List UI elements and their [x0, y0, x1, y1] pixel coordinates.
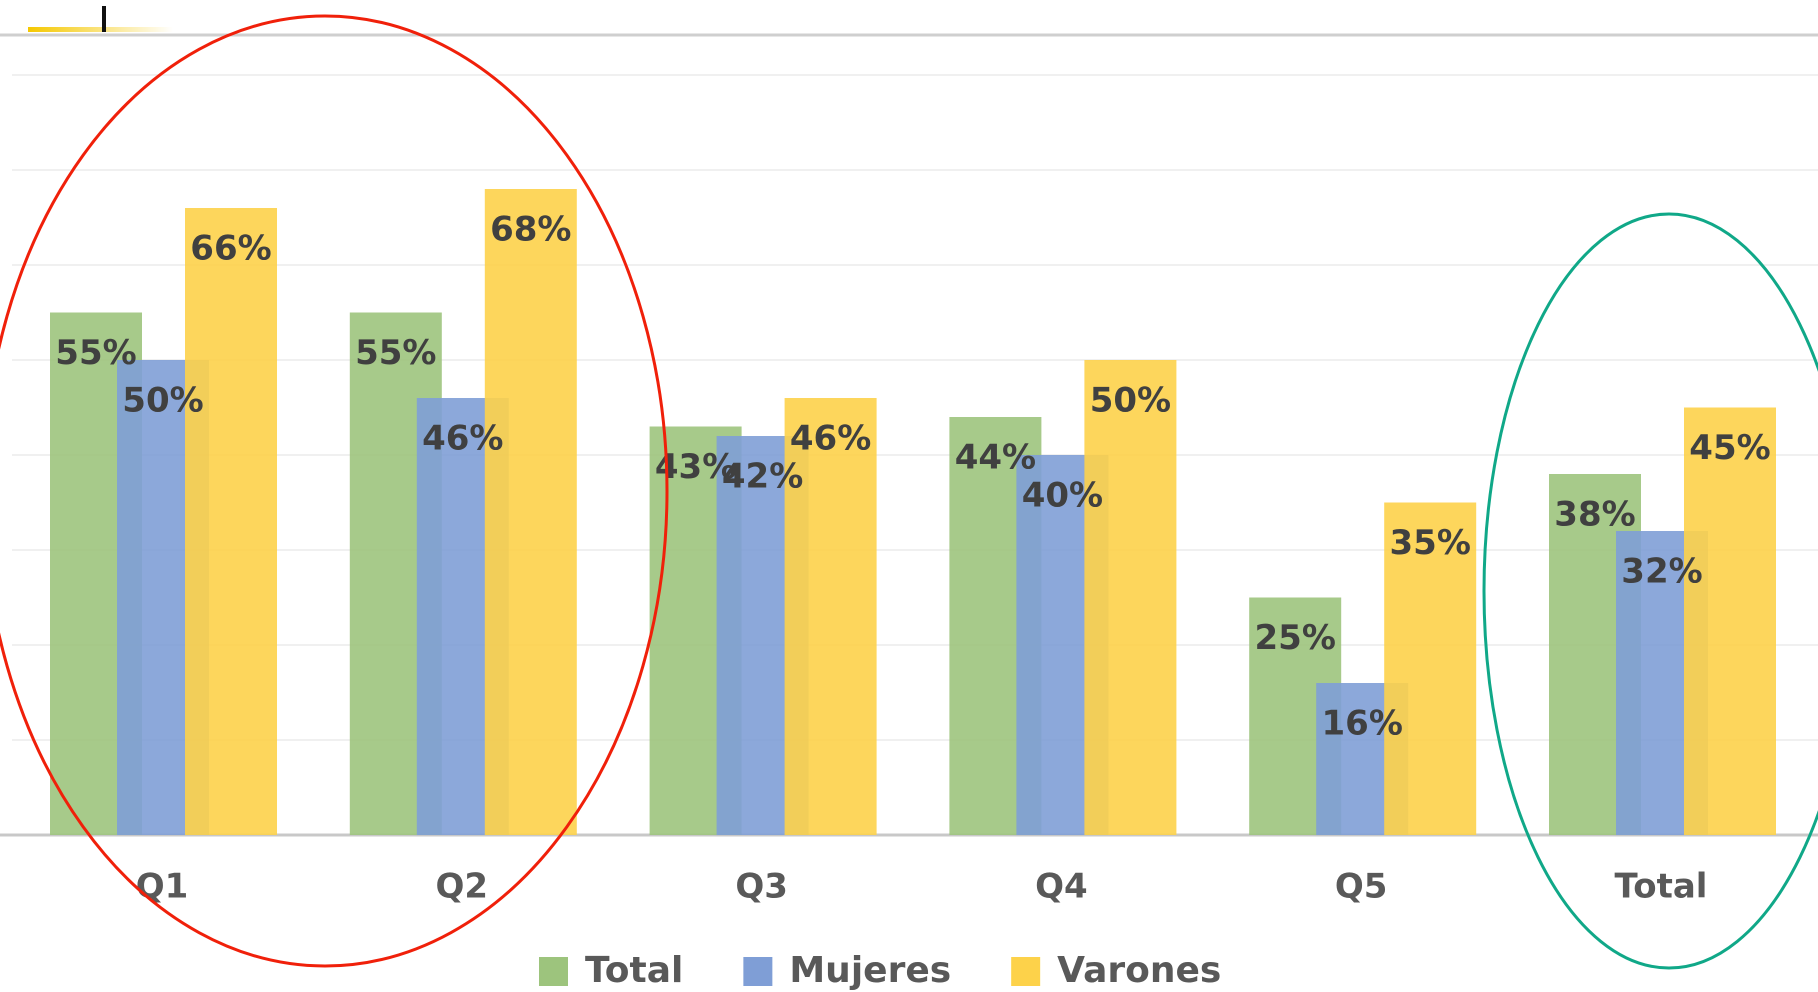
bars [50, 189, 1776, 835]
header-accent [28, 27, 173, 32]
data-label: 50% [1090, 381, 1171, 421]
data-label: 68% [490, 210, 571, 250]
legend-label: Total [585, 950, 683, 991]
data-label: 55% [355, 333, 436, 373]
data-label: 42% [722, 457, 803, 497]
highlight-ellipse [0, 14, 669, 968]
legend: Total Mujeres Varones [539, 950, 1221, 991]
grid [0, 74, 1818, 837]
data-label: 46% [422, 419, 503, 459]
data-label: 40% [1022, 476, 1103, 516]
x-tick-label: Q3 [735, 867, 788, 907]
x-tick-label: Q1 [136, 867, 189, 907]
legend-swatch [1011, 957, 1041, 986]
data-label: 55% [55, 333, 136, 373]
cursor [102, 6, 106, 32]
data-label: 32% [1621, 552, 1702, 592]
data-label: 66% [190, 229, 271, 269]
x-tick-label: Q5 [1335, 867, 1388, 907]
data-label: 46% [790, 419, 871, 459]
data-label: 43% [655, 447, 736, 487]
bar [1684, 407, 1776, 835]
legend-label: Mujeres [789, 950, 951, 991]
x-tick-label: Total [1615, 867, 1708, 907]
data-label: 45% [1689, 428, 1770, 468]
bar [784, 398, 877, 835]
data-label: 35% [1390, 523, 1471, 563]
data-label: 25% [1255, 618, 1336, 658]
legend-label: Varones [1057, 950, 1221, 991]
bar [484, 189, 577, 835]
legend-swatch [539, 957, 568, 986]
data-label: 50% [122, 381, 203, 421]
data-label: 16% [1322, 704, 1403, 744]
highlight-ellipse [1482, 212, 1818, 970]
x-tick-label: Q2 [436, 867, 489, 907]
legend-swatch [743, 957, 773, 986]
bar [1384, 502, 1477, 835]
x-tick-label: Q4 [1035, 867, 1088, 907]
data-label: 44% [955, 438, 1036, 478]
bar [185, 208, 277, 835]
labels: Q155%50%66%Q255%46%68%Q343%42%46%Q444%40… [55, 210, 1770, 907]
data-label: 38% [1554, 495, 1635, 535]
bar [1084, 360, 1177, 835]
